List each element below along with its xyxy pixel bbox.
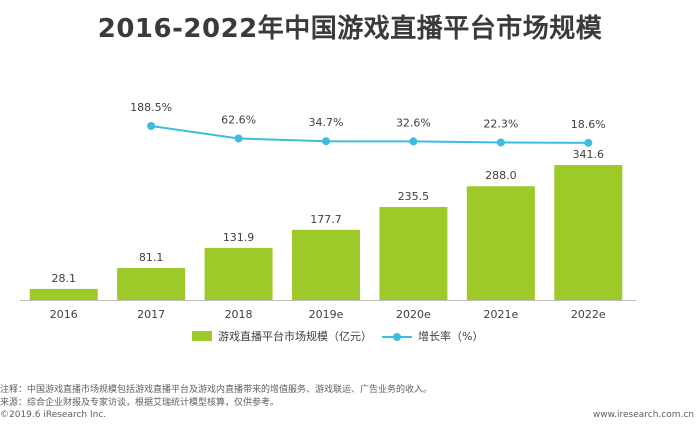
footer: ©2019.6 iResearch Inc. www.iresearch.com… — [0, 410, 700, 424]
bar-2020e — [379, 206, 448, 300]
growth-point-2022e — [584, 138, 593, 147]
bar-value-label: 341.6 — [573, 148, 605, 161]
x-tick-label: 2017 — [137, 308, 165, 321]
growth-label: 32.6% — [396, 116, 431, 129]
legend-bar-label: 游戏直播平台市场规模（亿元） — [218, 329, 372, 343]
growth-point-2021e — [496, 138, 505, 147]
growth-label: 188.5% — [130, 101, 172, 114]
copyright: ©2019.6 iResearch Inc. — [0, 410, 107, 420]
growth-line-layer: 188.5% 62.6% 34.7% 32.6% 22.3% 18.6% — [130, 101, 606, 147]
note-text: 注释：中国游戏直播市场规模包括游戏直播平台及游戏内直播带来的增值服务、游戏联运、… — [0, 385, 433, 395]
website: www.iresearch.com.cn — [592, 410, 694, 420]
bar-2021e — [466, 186, 535, 300]
chart-canvas: 28.1 81.1 131.9 177.7 235.5 288.0 341.6 188.5%… — [20, 101, 636, 343]
bar-2019e — [292, 229, 360, 300]
chart-title: 2016-2022年中国游戏直播平台市场规模 — [97, 14, 603, 44]
growth-label: 22.3% — [483, 117, 518, 130]
x-tick-label: 2020e — [396, 308, 431, 321]
bar-2022e — [554, 165, 623, 300]
bar-value-label: 288.0 — [485, 169, 517, 182]
growth-point-2020e — [409, 137, 418, 146]
legend: 游戏直播平台市场规模（亿元） 增长率（%） — [192, 329, 483, 343]
x-tick-label: 2019e — [309, 308, 344, 321]
bar-value-label: 28.1 — [51, 272, 76, 285]
legend-line-marker — [393, 333, 401, 341]
bar-2017 — [117, 267, 186, 300]
x-tick-label: 2018 — [225, 308, 253, 321]
bar-value-label: 131.9 — [223, 231, 255, 244]
growth-point-2017 — [147, 122, 156, 130]
bars-layer: 28.1 81.1 131.9 177.7 235.5 288.0 341.6 — [29, 148, 623, 300]
growth-point-2018 — [234, 134, 243, 143]
growth-point-2019e — [322, 137, 330, 146]
x-tick-label: 2022e — [571, 308, 606, 321]
x-tick-label: 2021e — [483, 308, 518, 321]
source-text: 来源：综合企业财报及专家访谈，根据艾瑞统计模型核算，仅供参考。 — [0, 398, 280, 408]
bar-value-label: 81.1 — [139, 251, 164, 264]
bar-value-label: 177.7 — [310, 213, 342, 226]
growth-label: 62.6% — [221, 113, 256, 126]
growth-label: 34.7% — [309, 116, 344, 129]
notes: 注释：中国游戏直播市场规模包括游戏直播平台及游戏内直播带来的增值服务、游戏联运、… — [0, 384, 432, 410]
legend-line-label: 增长率（%） — [418, 329, 483, 343]
bar-2016 — [29, 288, 98, 300]
bar-2018 — [204, 247, 273, 300]
growth-line — [151, 125, 589, 144]
bar-value-label: 235.5 — [398, 190, 430, 203]
growth-label: 18.6% — [571, 118, 606, 131]
legend-bar-swatch — [192, 331, 212, 341]
x-tick-label: 2016 — [50, 308, 78, 321]
x-axis: 2016 2017 2018 2019e 2020e 2021e 2022e — [20, 300, 636, 321]
